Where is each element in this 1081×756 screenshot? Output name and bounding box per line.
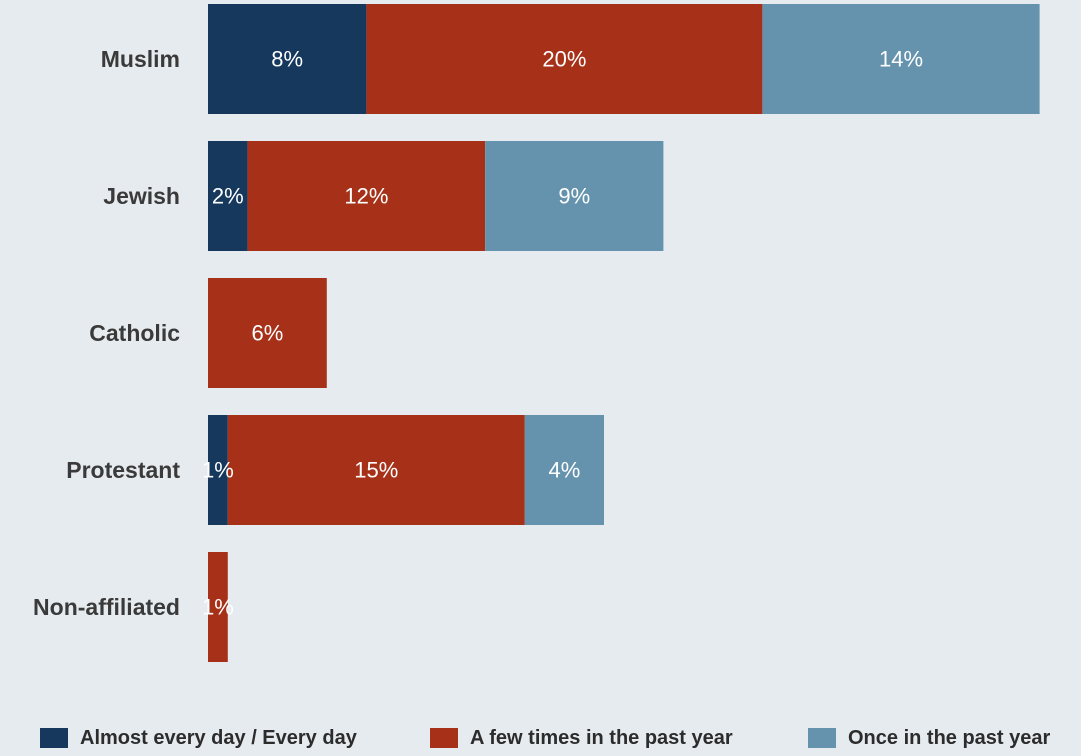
value-label-muslim-once-in-the-past-year: 14% xyxy=(879,47,923,72)
bar-muslim-once-in-the-past-year xyxy=(762,4,1040,114)
category-label-protestant: Protestant xyxy=(66,457,180,483)
legend-label-almost-every-day-every-day: Almost every day / Every day xyxy=(80,727,358,749)
category-label-muslim: Muslim xyxy=(101,46,180,72)
bar-jewish-a-few-times-in-the-past-year xyxy=(247,141,486,251)
category-labels: Muslim Jewish Catholic Protestant Non-affili… xyxy=(33,46,180,620)
bar-catholic-a-few-times-in-the-past-year xyxy=(208,278,327,388)
value-label-protestant-a-few-times-in-the-past-year: 15% xyxy=(354,458,398,483)
value-labels: 8% 20% 14% 2% 12% 9% 6% 1% 15% 4% 1% xyxy=(202,47,923,620)
value-label-protestant-once-in-the-past-year: 4% xyxy=(549,458,581,483)
bar-non-affiliated-a-few-times-in-the-past-year xyxy=(208,552,228,662)
value-label-non-affiliated-a-few-times-in-the-past-year: 1% xyxy=(202,595,234,620)
value-label-jewish-once-in-the-past-year: 9% xyxy=(558,184,590,209)
category-label-jewish: Jewish xyxy=(103,183,180,209)
value-label-muslim-a-few-times-in-the-past-year: 20% xyxy=(542,47,586,72)
bar-protestant-a-few-times-in-the-past-year xyxy=(227,415,525,525)
legend-label-once-in-the-past-year: Once in the past year xyxy=(848,727,1051,749)
bar-protestant-almost-every-day-every-day xyxy=(208,415,228,525)
bars xyxy=(208,4,1040,662)
value-label-jewish-a-few-times-in-the-past-year: 12% xyxy=(344,184,388,209)
bar-protestant-once-in-the-past-year xyxy=(524,415,604,525)
bar-jewish-once-in-the-past-year xyxy=(485,141,664,251)
value-label-muslim-almost-every-day-every-day: 8% xyxy=(271,47,303,72)
legend-swatch-once-in-the-past-year xyxy=(808,728,836,748)
value-label-catholic-a-few-times-in-the-past-year: 6% xyxy=(252,321,284,346)
bar-muslim-a-few-times-in-the-past-year xyxy=(366,4,763,114)
bar-muslim-almost-every-day-every-day xyxy=(208,4,367,114)
category-label-catholic: Catholic xyxy=(89,320,180,346)
legend-swatch-almost-every-day-every-day xyxy=(40,728,68,748)
legend: Almost every day / Every day A few times … xyxy=(40,727,1051,749)
legend-swatch-a-few-times-in-the-past-year xyxy=(430,728,458,748)
category-label-non-affiliated: Non-affiliated xyxy=(33,594,180,620)
legend-label-a-few-times-in-the-past-year: A few times in the past year xyxy=(470,727,733,749)
bar-jewish-almost-every-day-every-day xyxy=(208,141,248,251)
value-label-jewish-almost-every-day-every-day: 2% xyxy=(212,184,244,209)
value-label-protestant-almost-every-day-every-day: 1% xyxy=(202,458,234,483)
